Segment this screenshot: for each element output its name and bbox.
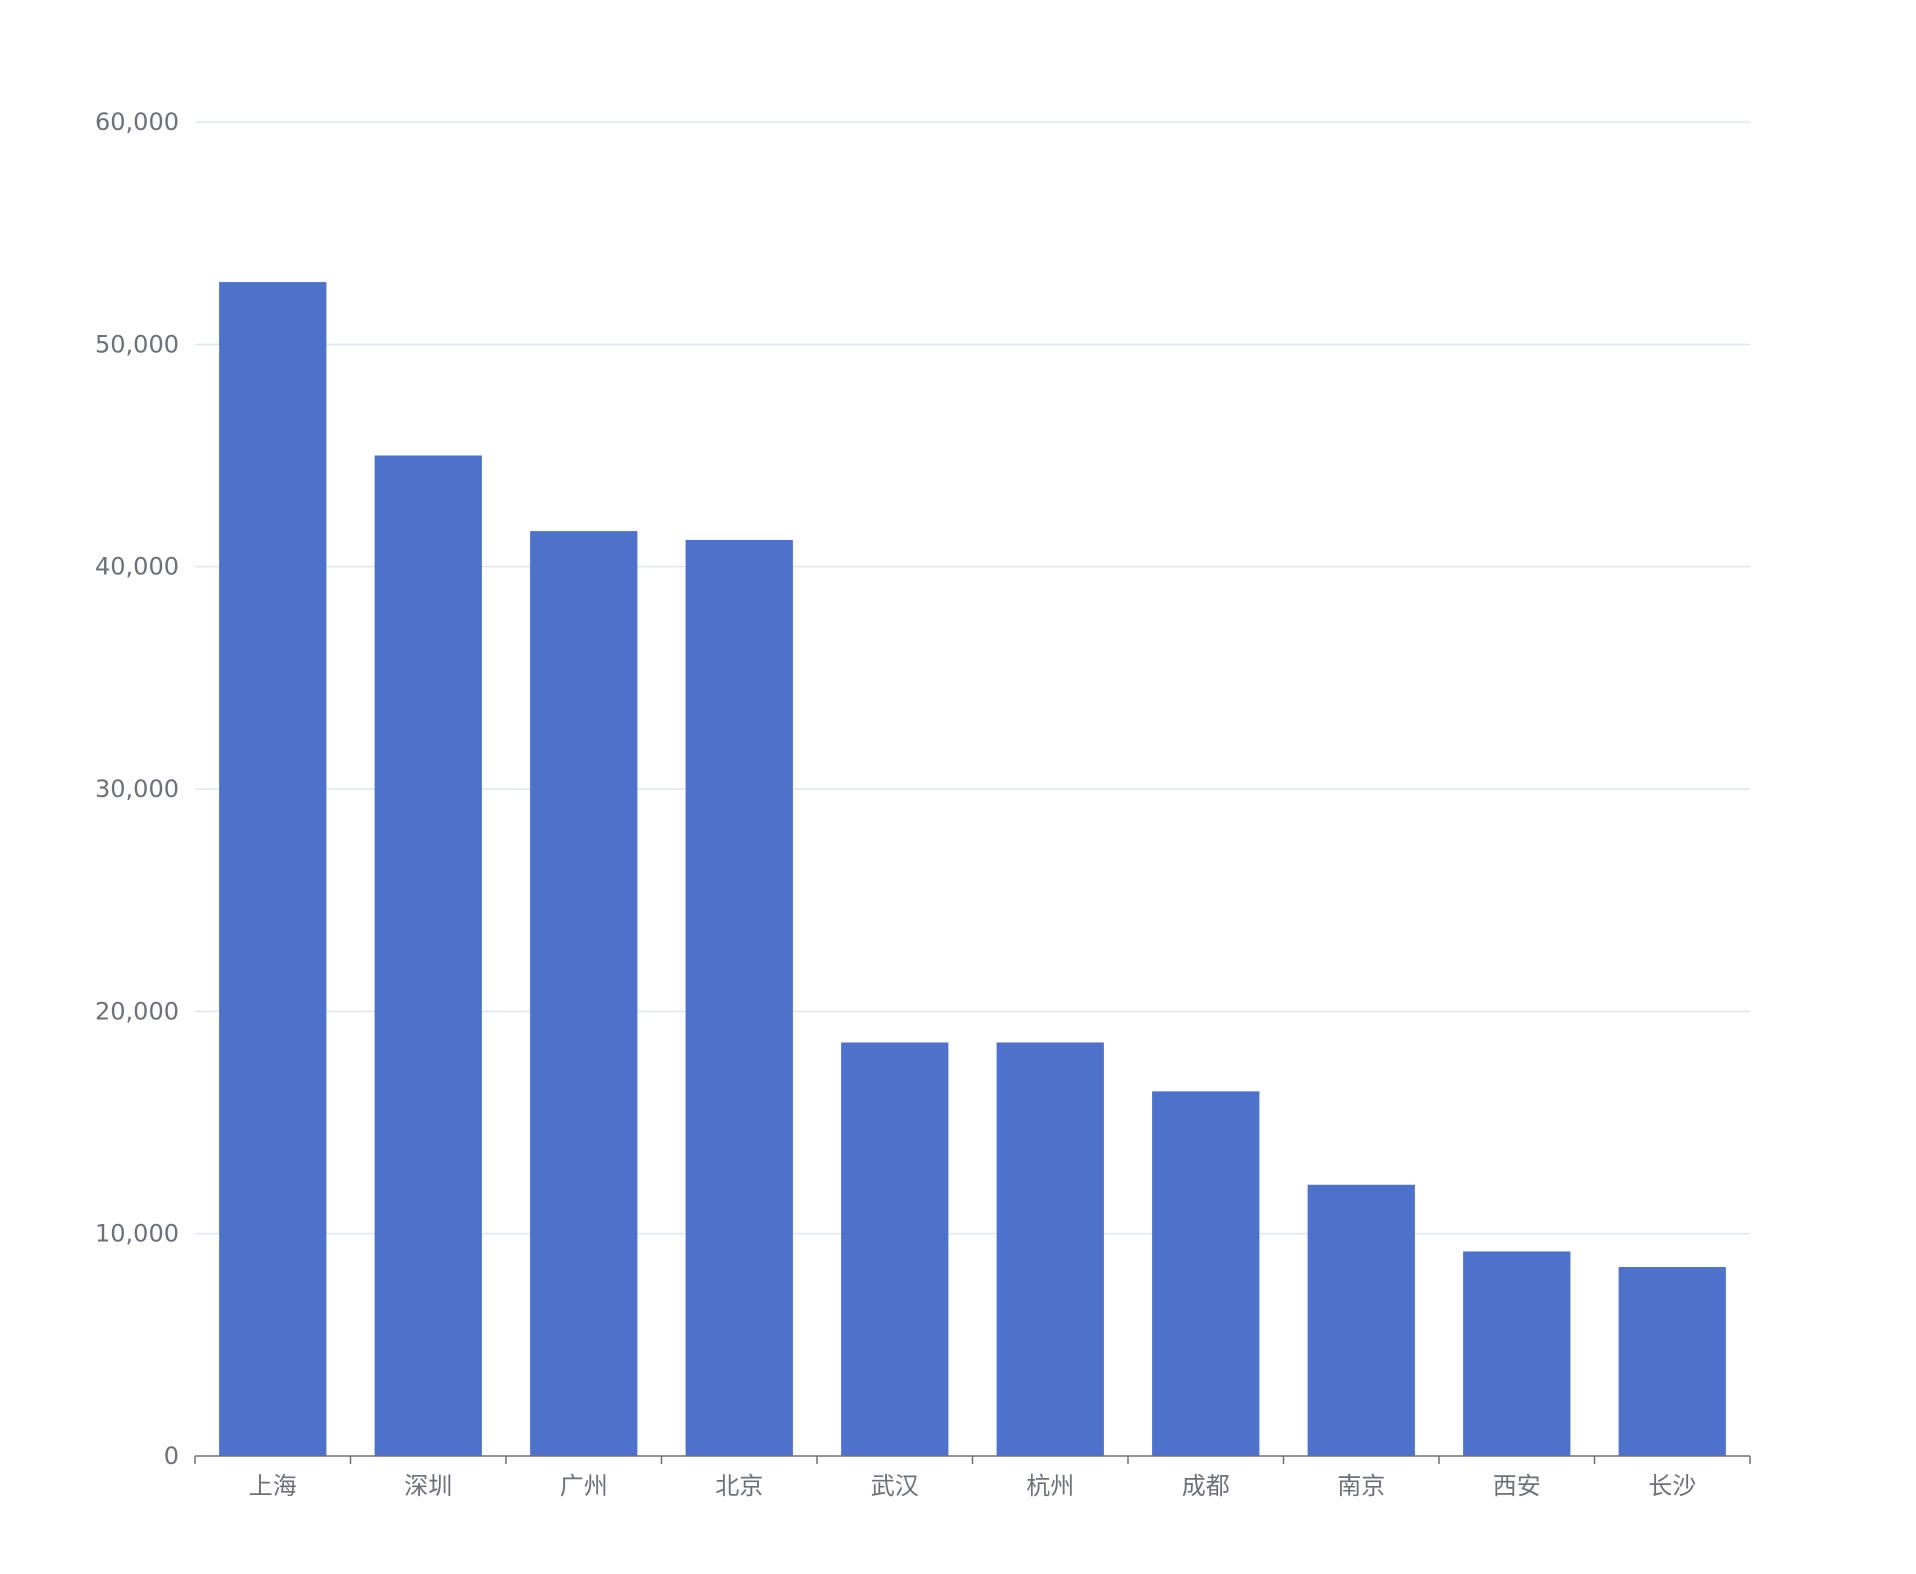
bar[interactable] [841, 1042, 949, 1456]
y-tick-label: 20,000 [95, 997, 179, 1025]
bar[interactable] [1307, 1184, 1415, 1456]
x-tick-label: 深圳 [404, 1472, 452, 1500]
bar[interactable] [1618, 1267, 1726, 1456]
bar[interactable] [374, 455, 482, 1457]
bar[interactable] [685, 539, 793, 1456]
x-tick-label: 广州 [560, 1472, 608, 1500]
y-tick-label: 40,000 [95, 553, 179, 581]
y-axis-tick-labels: 0 10,000 20,000 30,000 40,000 50,000 60,000 [95, 108, 179, 1470]
y-tick-label: 0 [164, 1442, 179, 1470]
x-tick-label: 武汉 [871, 1472, 919, 1500]
y-tick-label: 10,000 [95, 1220, 179, 1248]
bar[interactable] [1463, 1251, 1571, 1456]
x-tick-label: 北京 [715, 1472, 763, 1500]
x-axis-tick-labels: 上海 深圳 广州 北京 武汉 杭州 成都 南京 西安 长沙 [249, 1472, 1697, 1500]
x-tick-label: 成都 [1182, 1472, 1230, 1500]
y-tick-label: 30,000 [95, 775, 179, 803]
x-tick-label: 西安 [1493, 1472, 1541, 1500]
x-tick-label: 上海 [249, 1472, 297, 1500]
x-tick-label: 南京 [1337, 1472, 1385, 1500]
y-tick-label: 50,000 [95, 330, 179, 358]
bar[interactable] [996, 1042, 1104, 1456]
x-tick-label: 长沙 [1648, 1472, 1696, 1500]
bars [219, 282, 1726, 1457]
x-tick-label: 杭州 [1026, 1472, 1074, 1500]
bar[interactable] [1152, 1091, 1260, 1456]
y-tick-label: 60,000 [95, 108, 179, 136]
bar[interactable] [530, 531, 638, 1456]
bar[interactable] [219, 282, 327, 1457]
x-axis [194, 1455, 1751, 1464]
